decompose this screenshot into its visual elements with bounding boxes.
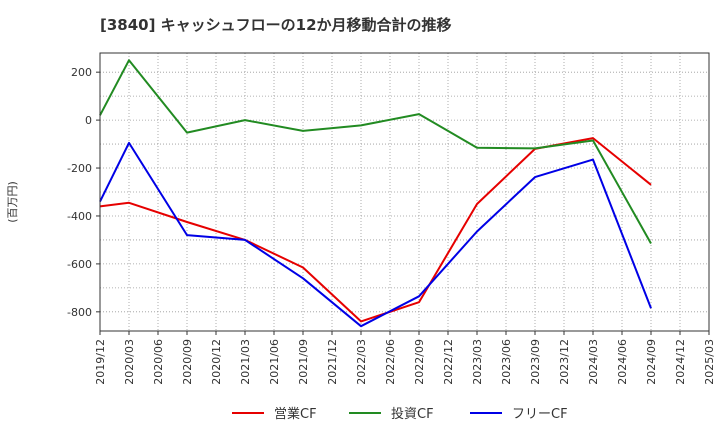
y-tick-label: -400 [67, 210, 92, 223]
x-tick-label: 2022/06 [384, 339, 397, 385]
x-tick-label: 2020/03 [123, 339, 136, 385]
chart-title: [3840] キャッシュフローの12か月移動合計の推移 [100, 16, 452, 34]
x-tick-label: 2020/06 [152, 339, 165, 385]
x-tick-label: 2022/09 [413, 339, 426, 385]
y-tick-label: 0 [85, 114, 92, 127]
x-tick-label: 2024/06 [616, 339, 629, 385]
x-tick-label: 2024/12 [674, 339, 687, 385]
series-line-2 [99, 59, 652, 244]
x-tick-label: 2023/06 [500, 339, 513, 385]
x-tick-label: 2024/09 [645, 339, 658, 385]
grid [100, 53, 709, 331]
series-line-3 [99, 141, 652, 328]
x-tick-label: 2019/12 [94, 339, 107, 385]
legend: 営業CF 投資CF フリーCF [232, 406, 568, 422]
y-axis-label: (百万円) [6, 181, 19, 223]
legend-label: フリーCF [512, 407, 568, 422]
x-tick-label: 2023/12 [558, 339, 571, 385]
y-tick-label: -200 [67, 162, 92, 175]
y-tick-label: -800 [67, 306, 92, 319]
plot-frame [99, 52, 710, 332]
x-tick-label: 2020/09 [181, 339, 194, 385]
x-tick-label: 2025/03 [703, 339, 716, 385]
legend-label: 営業CF [274, 406, 317, 422]
x-tick-label: 2021/12 [326, 339, 339, 385]
x-tick-label: 2020/12 [210, 339, 223, 385]
y-tick-label: -600 [67, 258, 92, 271]
x-tick-label: 2024/03 [587, 339, 600, 385]
x-tick-label: 2022/03 [355, 339, 368, 385]
x-tick-label: 2021/03 [239, 339, 252, 385]
series-layer [99, 59, 652, 328]
x-tick-label: 2022/12 [442, 339, 455, 385]
x-tick-label: 2023/09 [529, 339, 542, 385]
x-tick-label: 2021/06 [268, 339, 281, 385]
y-tick-label: 200 [71, 66, 92, 79]
x-tick-label: 2023/03 [471, 339, 484, 385]
legend-label: 投資CF [391, 406, 434, 422]
x-axis: 2019/12 2020/03 2020/06 2020/09 2020/12 2021/… [94, 331, 716, 385]
y-axis: 200 0 -200 -400 -600 -800 [67, 66, 100, 319]
x-tick-label: 2021/09 [297, 339, 310, 385]
